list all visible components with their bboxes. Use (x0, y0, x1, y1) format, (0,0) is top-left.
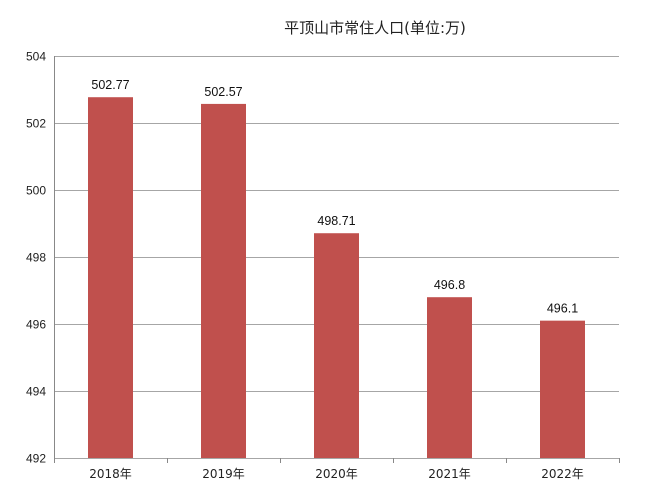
bar-2020年 (314, 233, 359, 458)
y-tick-label: 500 (26, 184, 46, 198)
bar-2022年 (540, 320, 585, 458)
bar-2021年 (427, 297, 472, 458)
y-tick-label: 496 (26, 318, 46, 332)
data-label: 498.71 (317, 214, 355, 228)
data-label: 502.77 (91, 78, 129, 92)
data-label: 502.57 (204, 85, 242, 99)
y-tick-label: 504 (26, 50, 46, 64)
data-label: 496.8 (434, 278, 465, 292)
data-labels: 502.77 502.57 498.71 496.8 496.1 (91, 78, 578, 315)
chart-title: 平顶山市常住人口(单位:万) (284, 19, 466, 37)
y-tick-label: 492 (26, 452, 46, 466)
x-category-label: 2022年 (541, 467, 584, 481)
bar-2019年 (201, 103, 246, 458)
x-category-label: 2020年 (315, 467, 358, 481)
data-label: 496.1 (547, 302, 578, 316)
y-tick-label: 502 (26, 117, 46, 131)
x-axis: 2018年 2019年 2020年 2021年 2022年 (54, 56, 620, 481)
y-axis-ticks: 492 494 496 498 500 502 504 (26, 50, 46, 466)
y-tick-label: 494 (26, 385, 46, 399)
x-category-label: 2021年 (428, 467, 471, 481)
y-tick-label: 498 (26, 251, 46, 265)
bar-2018年 (88, 97, 133, 459)
x-category-label: 2019年 (202, 467, 245, 481)
bars (88, 97, 585, 459)
x-category-label: 2018年 (89, 467, 132, 481)
